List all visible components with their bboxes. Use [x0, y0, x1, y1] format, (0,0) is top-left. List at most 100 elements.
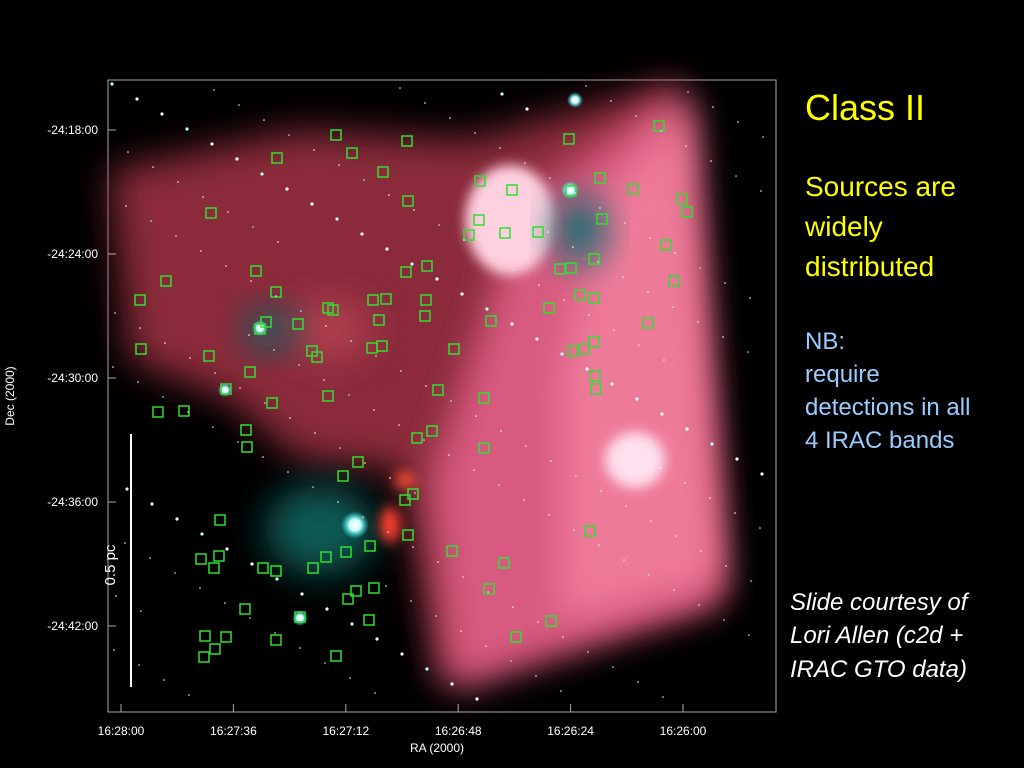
source-marker [203, 350, 215, 362]
star [412, 546, 414, 548]
star [450, 400, 452, 402]
star [674, 252, 676, 254]
star [125, 487, 129, 491]
star [250, 562, 254, 566]
source-marker [660, 239, 672, 251]
star [573, 529, 575, 531]
source-marker [178, 405, 190, 417]
star [212, 426, 214, 428]
source-marker [485, 315, 497, 327]
source-marker [676, 193, 688, 205]
star [163, 679, 165, 681]
star [160, 112, 164, 116]
star [488, 254, 490, 256]
star [299, 647, 301, 649]
star [124, 542, 126, 544]
star [389, 477, 391, 479]
star [562, 636, 564, 638]
star [599, 207, 601, 209]
star [748, 634, 750, 636]
star [225, 547, 229, 551]
star [700, 550, 702, 552]
source-marker [270, 286, 282, 298]
note-line: 4 IRAC bands [805, 427, 955, 454]
source-marker [543, 302, 555, 314]
source-marker [574, 289, 586, 301]
star [149, 557, 151, 559]
star [435, 277, 439, 281]
source-marker [532, 226, 544, 238]
source-marker [244, 366, 256, 378]
source-marker [588, 292, 600, 304]
star [400, 652, 404, 656]
y-tick-label: -24:24:00 [47, 247, 98, 261]
source-marker [463, 229, 475, 241]
star [659, 467, 661, 469]
star [485, 645, 487, 647]
star [177, 181, 179, 183]
source-marker [584, 525, 596, 537]
star [314, 432, 316, 434]
source-marker [668, 275, 680, 287]
source-marker [292, 318, 304, 330]
star [460, 292, 464, 296]
source-marker [322, 390, 334, 402]
star [225, 265, 227, 267]
star [248, 334, 250, 336]
source-marker [376, 340, 388, 352]
star [252, 226, 254, 228]
source-marker [350, 585, 362, 597]
source-marker [195, 553, 207, 565]
star [560, 352, 564, 356]
star [425, 667, 429, 671]
star [187, 411, 189, 413]
star [487, 591, 489, 593]
source-marker [160, 275, 172, 287]
star [637, 681, 639, 683]
source-marker [448, 343, 460, 355]
source-marker [270, 565, 282, 577]
source-marker [307, 562, 319, 574]
star [362, 516, 364, 518]
star [175, 235, 177, 237]
nebula [110, 82, 720, 690]
source-marker [294, 611, 306, 623]
star [375, 355, 377, 357]
source-marker [367, 294, 379, 306]
star [663, 359, 665, 361]
star [200, 250, 202, 252]
credit-line: Slide courtesy of [790, 589, 968, 616]
star [277, 241, 279, 243]
star [635, 397, 639, 401]
star [650, 520, 652, 522]
slide-title: Class II [805, 87, 926, 128]
star [385, 247, 389, 251]
star [724, 282, 726, 284]
source-marker [642, 317, 654, 329]
star [625, 505, 627, 507]
star [548, 514, 550, 516]
sky-image: 0.5 pc Dec (2000) RA (2000) 16:28:00 16:2… [3, 79, 777, 755]
source-marker [377, 166, 389, 178]
source-marker [352, 456, 364, 468]
source-marker [510, 631, 522, 643]
source-marker [594, 172, 606, 184]
star [710, 160, 712, 162]
source-marker [320, 551, 332, 563]
star [140, 610, 142, 612]
star [263, 119, 265, 121]
source-marker [373, 314, 385, 326]
star [237, 441, 239, 443]
star [162, 396, 164, 398]
star [188, 694, 190, 696]
star [450, 682, 454, 686]
star [722, 336, 724, 338]
star [759, 527, 761, 529]
star [647, 291, 649, 293]
star [463, 239, 465, 241]
source-marker [567, 345, 579, 357]
source-marker [199, 630, 211, 642]
star [662, 696, 664, 698]
star [750, 580, 752, 582]
star [285, 187, 289, 191]
